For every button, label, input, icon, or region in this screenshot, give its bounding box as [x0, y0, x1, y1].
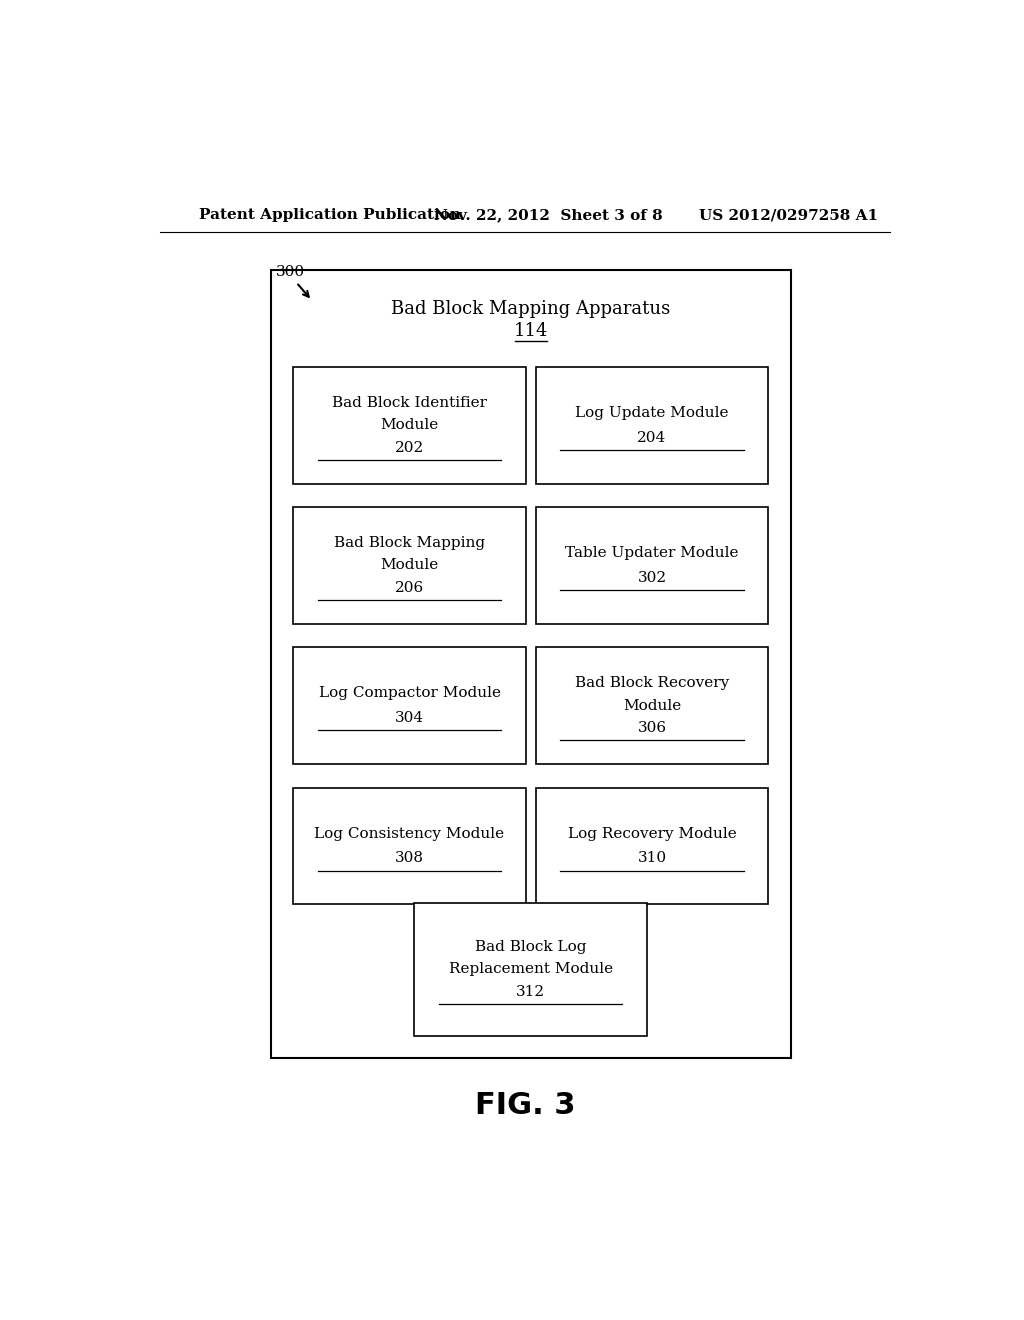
Bar [536, 647, 768, 764]
Text: Bad Block Identifier: Bad Block Identifier [332, 396, 487, 409]
Bar [536, 367, 768, 483]
Text: 306: 306 [637, 721, 667, 735]
Text: Bad Block Mapping: Bad Block Mapping [334, 536, 485, 550]
Text: 302: 302 [637, 570, 667, 585]
Text: US 2012/0297258 A1: US 2012/0297258 A1 [699, 209, 879, 222]
Text: Log Recovery Module: Log Recovery Module [567, 826, 736, 841]
Bar [293, 507, 526, 624]
Text: Replacement Module: Replacement Module [449, 962, 612, 977]
Text: 312: 312 [516, 985, 546, 999]
Text: Bad Block Recovery: Bad Block Recovery [574, 676, 729, 690]
Text: Module: Module [380, 418, 438, 432]
Text: FIG. 3: FIG. 3 [474, 1092, 575, 1121]
Text: Patent Application Publication: Patent Application Publication [200, 209, 462, 222]
Text: Log Consistency Module: Log Consistency Module [314, 826, 505, 841]
Bar [536, 788, 768, 904]
Text: 308: 308 [395, 851, 424, 866]
Text: Table Updater Module: Table Updater Module [565, 546, 738, 560]
Text: 310: 310 [637, 851, 667, 866]
Text: Log Compactor Module: Log Compactor Module [318, 686, 501, 701]
Text: 300: 300 [276, 265, 305, 280]
Text: Nov. 22, 2012  Sheet 3 of 8: Nov. 22, 2012 Sheet 3 of 8 [433, 209, 663, 222]
Bar [293, 788, 526, 904]
Text: 204: 204 [637, 430, 667, 445]
Text: 202: 202 [395, 441, 424, 454]
Bar [536, 507, 768, 624]
Bar [293, 647, 526, 764]
Text: Log Update Module: Log Update Module [575, 407, 729, 420]
Bar [293, 367, 526, 483]
Text: Module: Module [623, 698, 681, 713]
Text: 114: 114 [514, 322, 548, 341]
Text: Bad Block Mapping Apparatus: Bad Block Mapping Apparatus [391, 300, 671, 318]
Text: 206: 206 [395, 581, 424, 595]
Bar [415, 903, 647, 1036]
Text: Module: Module [380, 558, 438, 573]
Text: 304: 304 [395, 711, 424, 725]
Text: Bad Block Log: Bad Block Log [475, 940, 587, 954]
Bar [270, 271, 791, 1057]
